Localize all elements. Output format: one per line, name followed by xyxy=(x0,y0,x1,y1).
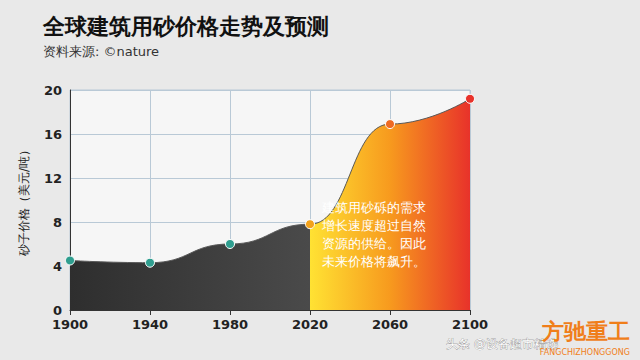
svg-text:建筑用砂砾的需求: 建筑用砂砾的需求 xyxy=(321,200,426,215)
svg-text:资源的供给。因此: 资源的供给。因此 xyxy=(322,236,426,251)
svg-text:1900: 1900 xyxy=(52,317,88,332)
svg-text:2060: 2060 xyxy=(372,317,408,332)
svg-text:1940: 1940 xyxy=(132,317,168,332)
svg-text:全球建筑用砂价格走势及预测: 全球建筑用砂价格走势及预测 xyxy=(42,14,329,39)
svg-text:12: 12 xyxy=(44,171,62,186)
svg-text:方驰重工: 方驰重工 xyxy=(541,319,630,344)
svg-text:8: 8 xyxy=(53,215,62,230)
svg-text:1980: 1980 xyxy=(212,317,248,332)
svg-text:增长速度超过自然: 增长速度超过自然 xyxy=(321,218,426,233)
svg-text:FANGCHIZHONGGONG: FANGCHIZHONGGONG xyxy=(540,348,630,357)
svg-text:0: 0 xyxy=(53,303,62,318)
svg-text:资料来源: ©nature: 资料来源: ©nature xyxy=(43,44,159,59)
svg-text:4: 4 xyxy=(53,259,62,274)
svg-text:未来价格将飙升。: 未来价格将飙升。 xyxy=(322,254,426,269)
svg-text:砂子价格（美元/吨）: 砂子价格（美元/吨） xyxy=(17,144,31,257)
svg-text:头条 @设备超市精选: 头条 @设备超市精选 xyxy=(445,336,558,351)
svg-text:2020: 2020 xyxy=(292,317,328,332)
svg-text:20: 20 xyxy=(44,83,62,98)
svg-text:2100: 2100 xyxy=(452,317,488,332)
svg-text:16: 16 xyxy=(44,127,62,142)
